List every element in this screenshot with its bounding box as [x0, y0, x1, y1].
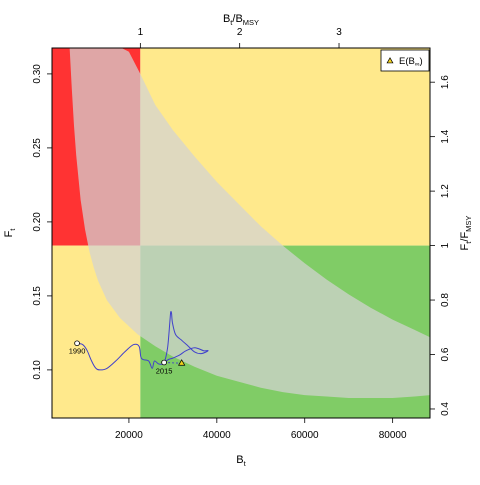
y-tick-label: 0.25 [32, 138, 43, 158]
x-tick-label: 20000 [115, 430, 143, 441]
top-tick-label: 2 [237, 27, 243, 38]
right-tick-label: 0.6 [440, 347, 451, 361]
right-tick-label: 1.2 [440, 184, 451, 198]
y-tick-label: 0.20 [32, 212, 43, 232]
right-tick-label: 0.8 [440, 293, 451, 307]
axes: 20000 40000 60000 80000 0.10 0.15 0.20 0.25 0.30… [32, 27, 451, 441]
y-axis-label: Ft [3, 228, 17, 238]
start-point [74, 340, 80, 347]
right-tick-label: 1 [440, 242, 451, 248]
x-tick-label: 80000 [379, 430, 407, 441]
legend-marker-icon [386, 57, 394, 64]
legend-label: E(B∞) [399, 56, 423, 68]
y-tick-label: 0.10 [32, 360, 43, 380]
end-point [161, 359, 167, 366]
end-year-label: 2015 [156, 367, 173, 376]
x-axis-label: Bt [236, 454, 246, 468]
right-tick-label: 1.4 [440, 129, 451, 143]
right-tick-label: 0.4 [440, 402, 451, 416]
y-tick-label: 0.15 [32, 286, 43, 306]
x-tick-label: 40000 [203, 430, 231, 441]
legend-box [380, 49, 430, 72]
y-tick-label: 0.30 [32, 64, 43, 84]
projection-marker [178, 359, 186, 366]
top-axis-label: Bt/BMSY [223, 13, 259, 27]
legend: E(B∞) [380, 49, 430, 72]
zones: 1990 2015 [52, 48, 430, 418]
top-tick-label: 1 [138, 27, 144, 38]
projection-line [164, 362, 182, 364]
right-axis-label: Ft/FMSY [459, 216, 473, 251]
top-tick-label: 3 [336, 27, 342, 38]
x-tick-label: 60000 [291, 430, 319, 441]
confidence-band [69, 48, 430, 398]
right-tick-label: 1.6 [440, 75, 451, 89]
plot-frame [51, 47, 431, 419]
start-year-label: 1990 [69, 346, 86, 355]
trajectory-line [76, 311, 209, 371]
